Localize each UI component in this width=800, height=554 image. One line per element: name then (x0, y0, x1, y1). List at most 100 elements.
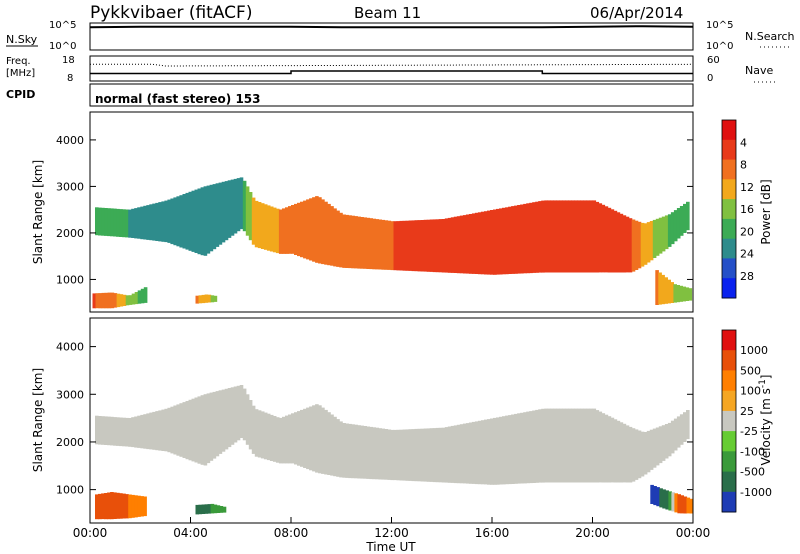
range-cell (646, 430, 651, 473)
colorbar-tick-label: 12 (740, 181, 754, 194)
range-cell (650, 484, 654, 504)
range-cell (417, 220, 422, 272)
range-cell (357, 425, 361, 479)
colorbar-swatch (722, 238, 736, 259)
range-cell (679, 285, 683, 302)
range-cell (583, 200, 588, 273)
range-cell (300, 409, 304, 467)
range-cell (198, 295, 203, 304)
range-cell (95, 293, 100, 309)
colorbar-swatch (722, 258, 736, 279)
freq-left-label: Freq. (6, 56, 31, 67)
range-cell (224, 181, 229, 241)
range-cell (239, 177, 244, 230)
range-cell (354, 216, 358, 269)
range-cell (113, 208, 117, 237)
range-cell (520, 204, 524, 274)
range-cell (450, 425, 455, 483)
colorbar-swatch (722, 370, 736, 392)
range-cell (212, 184, 217, 250)
range-cell (487, 419, 491, 485)
range-cell (221, 389, 226, 452)
range-cell (360, 425, 364, 479)
range-cell (670, 282, 674, 303)
range-cell (438, 427, 443, 483)
range-cell (667, 214, 672, 247)
range-cell (396, 429, 401, 481)
range-cell (447, 217, 452, 273)
range-cell (381, 219, 385, 270)
range-cell (420, 220, 425, 272)
range-cell (664, 277, 668, 304)
range-cell (490, 210, 494, 275)
range-cell (673, 210, 678, 242)
range-cell (357, 216, 361, 269)
range-cell (113, 492, 117, 519)
colorbar-swatch (722, 199, 736, 220)
range-cell (667, 422, 672, 457)
cpid-panel: CPID normal (fast stereo) 153 (6, 83, 694, 107)
range-cell (128, 295, 133, 305)
range-cell (544, 200, 548, 273)
colorbar-tick-label: 1000 (740, 344, 768, 357)
range-cell (309, 406, 313, 471)
range-cell (426, 219, 431, 272)
range-cell (116, 208, 120, 237)
range-cell (637, 430, 642, 479)
range-cell (493, 417, 497, 485)
range-cell (185, 401, 190, 460)
range-cell (146, 413, 150, 450)
x-tick-label: 20:00 (575, 526, 610, 540)
range-cell (673, 418, 678, 451)
range-cell (637, 221, 642, 269)
range-cell (616, 212, 621, 273)
colorbar-tick-label: 20 (740, 225, 754, 238)
range-cell (339, 421, 343, 478)
range-cell (683, 203, 687, 233)
range-cell (248, 400, 253, 450)
range-cell (285, 415, 289, 464)
range-cell (128, 209, 132, 238)
range-cell (616, 420, 621, 483)
range-cell (119, 209, 123, 237)
colorbar-swatch (722, 179, 736, 200)
range-cell (571, 408, 575, 483)
range-cell (134, 495, 138, 518)
range-cell (541, 200, 545, 273)
range-cell (610, 209, 615, 273)
range-cell (266, 205, 271, 251)
range-cell (297, 411, 301, 466)
range-cell (188, 191, 193, 251)
range-cell (200, 187, 205, 256)
range-cell (122, 294, 127, 306)
range-cell (224, 388, 229, 450)
range-cell (580, 408, 584, 483)
range-cell (631, 219, 636, 272)
noise-left-tick-top: 10^5 (49, 20, 76, 31)
range-cell (191, 398, 196, 462)
range-cell (658, 426, 663, 464)
range-cell (390, 429, 395, 481)
range-cell (517, 413, 521, 484)
range-cell (200, 395, 205, 465)
range-cell (640, 222, 645, 267)
range-cell (511, 414, 515, 484)
range-cell (671, 492, 675, 512)
range-cell (589, 408, 594, 483)
range-cell (547, 200, 551, 273)
range-cell (140, 288, 145, 304)
range-cell (351, 215, 355, 269)
range-cell (423, 428, 428, 482)
range-cell (562, 408, 566, 483)
colorbar-swatch (722, 390, 736, 412)
range-cell (137, 290, 142, 304)
freq-left-tick-bottom: 8 (67, 73, 73, 84)
freq-right-label: Nave (745, 64, 773, 77)
range-cell (568, 200, 572, 273)
range-cell (161, 201, 165, 242)
range-cell (182, 194, 187, 249)
range-cell (98, 493, 102, 520)
range-cell (321, 199, 325, 265)
range-cell (195, 504, 200, 515)
range-cell (110, 492, 114, 520)
